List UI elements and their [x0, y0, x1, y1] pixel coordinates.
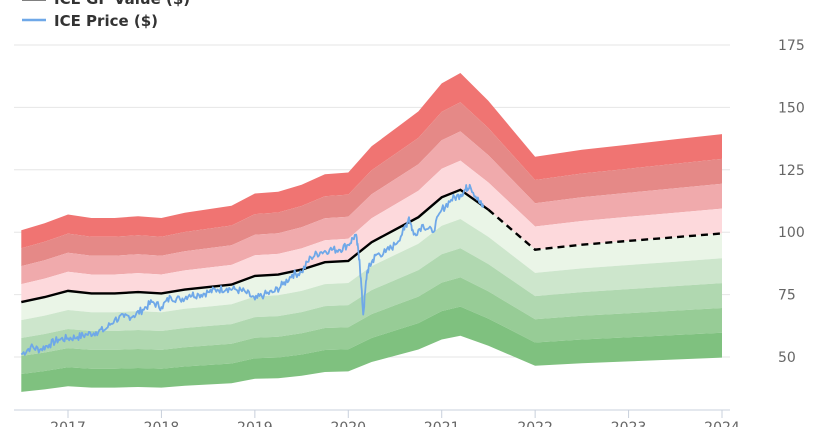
valuation-band	[21, 306, 723, 392]
y-tick-label: 100	[778, 225, 805, 241]
x-tick-label: 2023	[611, 420, 647, 427]
y-tick-label: 150	[778, 100, 805, 116]
x-tick-label: 2018	[144, 420, 180, 427]
legend: ICE GF Value ($) ICE Price ($)	[22, 0, 190, 30]
y-tick-label: 50	[778, 350, 796, 366]
x-tick-label: 2024	[704, 420, 740, 427]
legend-label-price: ICE Price ($)	[54, 12, 158, 30]
valuation-band	[21, 160, 723, 303]
valuation-band	[21, 131, 723, 285]
y-tick-label: 75	[778, 288, 796, 304]
x-axis: 2017 2018 2019 2020 2021 2022 2023 2024	[14, 409, 740, 427]
y-tick-label: 175	[778, 38, 805, 54]
legend-label-gf-value: ICE GF Value ($)	[54, 0, 190, 8]
valuation-band	[21, 189, 723, 321]
y-tick-label: 125	[778, 163, 805, 179]
valuation-band	[21, 277, 723, 374]
valuation-band	[21, 219, 723, 338]
valuation-bands	[21, 73, 723, 392]
y-axis: 50 75 100 125 150 175	[778, 38, 805, 366]
x-tick-label: 2017	[50, 420, 86, 427]
x-tick-label: 2019	[237, 420, 273, 427]
x-tick-label: 2020	[330, 420, 366, 427]
valuation-band	[21, 248, 723, 356]
valuation-band	[21, 73, 723, 249]
price-line	[20, 183, 485, 356]
x-tick-label: 2022	[517, 420, 553, 427]
x-tick-label: 2021	[424, 420, 460, 427]
gf-value-projection-line	[487, 208, 723, 251]
series-lines	[20, 183, 723, 356]
valuation-band	[21, 102, 723, 267]
